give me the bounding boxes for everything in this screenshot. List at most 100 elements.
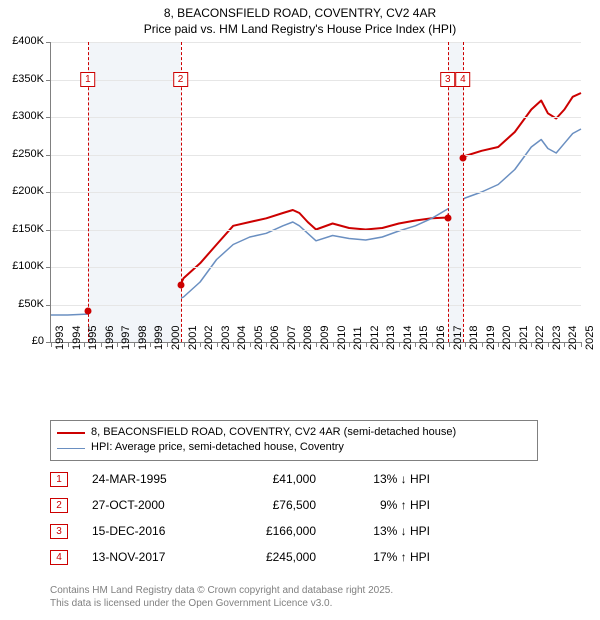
event-vline bbox=[181, 42, 182, 342]
x-axis-label: 2011 bbox=[352, 326, 364, 350]
legend-swatch bbox=[57, 448, 85, 449]
x-axis-label: 2004 bbox=[236, 326, 248, 350]
x-tick bbox=[382, 342, 383, 347]
x-axis-label: 1997 bbox=[120, 326, 132, 350]
y-tick bbox=[46, 155, 51, 156]
x-tick bbox=[482, 342, 483, 347]
event-row: 227-OCT-2000£76,5009% ↑ HPI bbox=[50, 492, 430, 518]
price-marker bbox=[84, 308, 91, 315]
x-axis-label: 2020 bbox=[501, 326, 513, 350]
event-delta: 9% ↑ HPI bbox=[340, 498, 430, 512]
y-tick bbox=[46, 267, 51, 268]
x-axis-label: 1994 bbox=[71, 326, 83, 350]
x-axis-label: 2023 bbox=[551, 326, 563, 350]
event-row: 315-DEC-2016£166,00013% ↓ HPI bbox=[50, 518, 430, 544]
y-tick bbox=[46, 192, 51, 193]
gridline bbox=[51, 267, 581, 268]
y-axis-label: £250K bbox=[0, 148, 44, 160]
x-tick bbox=[101, 342, 102, 347]
event-row: 124-MAR-1995£41,00013% ↓ HPI bbox=[50, 466, 430, 492]
x-tick bbox=[333, 342, 334, 347]
event-vline bbox=[463, 42, 464, 342]
event-number: 2 bbox=[50, 498, 68, 513]
x-tick bbox=[200, 342, 201, 347]
price-marker bbox=[444, 214, 451, 221]
price-marker bbox=[459, 155, 466, 162]
gridline bbox=[51, 305, 581, 306]
x-tick bbox=[233, 342, 234, 347]
x-tick bbox=[432, 342, 433, 347]
x-axis-label: 2007 bbox=[286, 326, 298, 350]
x-axis-label: 2016 bbox=[435, 326, 447, 350]
event-price: £76,500 bbox=[226, 498, 316, 512]
gridline bbox=[51, 80, 581, 81]
event-delta: 13% ↓ HPI bbox=[340, 472, 430, 486]
x-tick bbox=[250, 342, 251, 347]
x-tick bbox=[217, 342, 218, 347]
x-axis-label: 1999 bbox=[153, 326, 165, 350]
y-axis-label: £100K bbox=[0, 260, 44, 272]
x-tick bbox=[150, 342, 151, 347]
legend-item: HPI: Average price, semi-detached house,… bbox=[57, 440, 531, 455]
events-table: 124-MAR-1995£41,00013% ↓ HPI227-OCT-2000… bbox=[50, 466, 430, 570]
event-marker-label: 1 bbox=[80, 72, 96, 87]
event-number: 1 bbox=[50, 472, 68, 487]
x-tick bbox=[316, 342, 317, 347]
price-marker bbox=[177, 281, 184, 288]
x-axis-label: 2003 bbox=[220, 326, 232, 350]
x-axis-label: 2012 bbox=[369, 326, 381, 350]
y-tick bbox=[46, 117, 51, 118]
event-price: £166,000 bbox=[226, 524, 316, 538]
x-axis-label: 1993 bbox=[54, 326, 66, 350]
title-line1: 8, BEACONSFIELD ROAD, COVENTRY, CV2 4AR bbox=[0, 6, 600, 22]
x-axis-label: 2014 bbox=[402, 326, 414, 350]
y-axis-label: £0 bbox=[0, 335, 44, 347]
footer-attribution: Contains HM Land Registry data © Crown c… bbox=[50, 584, 393, 610]
x-tick bbox=[68, 342, 69, 347]
event-number: 3 bbox=[50, 524, 68, 539]
x-tick bbox=[184, 342, 185, 347]
x-axis-label: 2010 bbox=[336, 326, 348, 350]
x-axis-label: 2009 bbox=[319, 326, 331, 350]
x-axis-label: 2019 bbox=[485, 326, 497, 350]
gridline bbox=[51, 42, 581, 43]
gridline bbox=[51, 192, 581, 193]
x-axis-label: 1995 bbox=[87, 326, 99, 350]
event-vline bbox=[448, 42, 449, 342]
x-tick bbox=[167, 342, 168, 347]
x-tick bbox=[449, 342, 450, 347]
x-tick bbox=[266, 342, 267, 347]
x-axis-label: 2002 bbox=[203, 326, 215, 350]
x-tick bbox=[51, 342, 52, 347]
x-tick bbox=[465, 342, 466, 347]
y-tick bbox=[46, 42, 51, 43]
x-tick bbox=[531, 342, 532, 347]
x-tick bbox=[399, 342, 400, 347]
x-tick bbox=[498, 342, 499, 347]
event-marker-label: 4 bbox=[455, 72, 471, 87]
y-tick bbox=[46, 230, 51, 231]
x-tick bbox=[349, 342, 350, 347]
y-axis-label: £150K bbox=[0, 223, 44, 235]
y-axis-label: £200K bbox=[0, 185, 44, 197]
y-axis-label: £50K bbox=[0, 298, 44, 310]
x-axis-label: 2022 bbox=[534, 326, 546, 350]
x-tick bbox=[548, 342, 549, 347]
x-tick bbox=[564, 342, 565, 347]
y-axis-label: £350K bbox=[0, 73, 44, 85]
legend-swatch bbox=[57, 432, 85, 434]
x-axis-label: 2006 bbox=[269, 326, 281, 350]
event-date: 24-MAR-1995 bbox=[92, 472, 202, 486]
event-price: £245,000 bbox=[226, 550, 316, 564]
event-date: 13-NOV-2017 bbox=[92, 550, 202, 564]
y-axis-label: £300K bbox=[0, 110, 44, 122]
x-axis-label: 2000 bbox=[170, 326, 182, 350]
x-axis-label: 2017 bbox=[452, 326, 464, 350]
event-delta: 17% ↑ HPI bbox=[340, 550, 430, 564]
y-axis-label: £400K bbox=[0, 35, 44, 47]
x-tick bbox=[366, 342, 367, 347]
event-delta: 13% ↓ HPI bbox=[340, 524, 430, 538]
gridline bbox=[51, 117, 581, 118]
x-axis-label: 2025 bbox=[584, 326, 596, 350]
y-tick bbox=[46, 80, 51, 81]
